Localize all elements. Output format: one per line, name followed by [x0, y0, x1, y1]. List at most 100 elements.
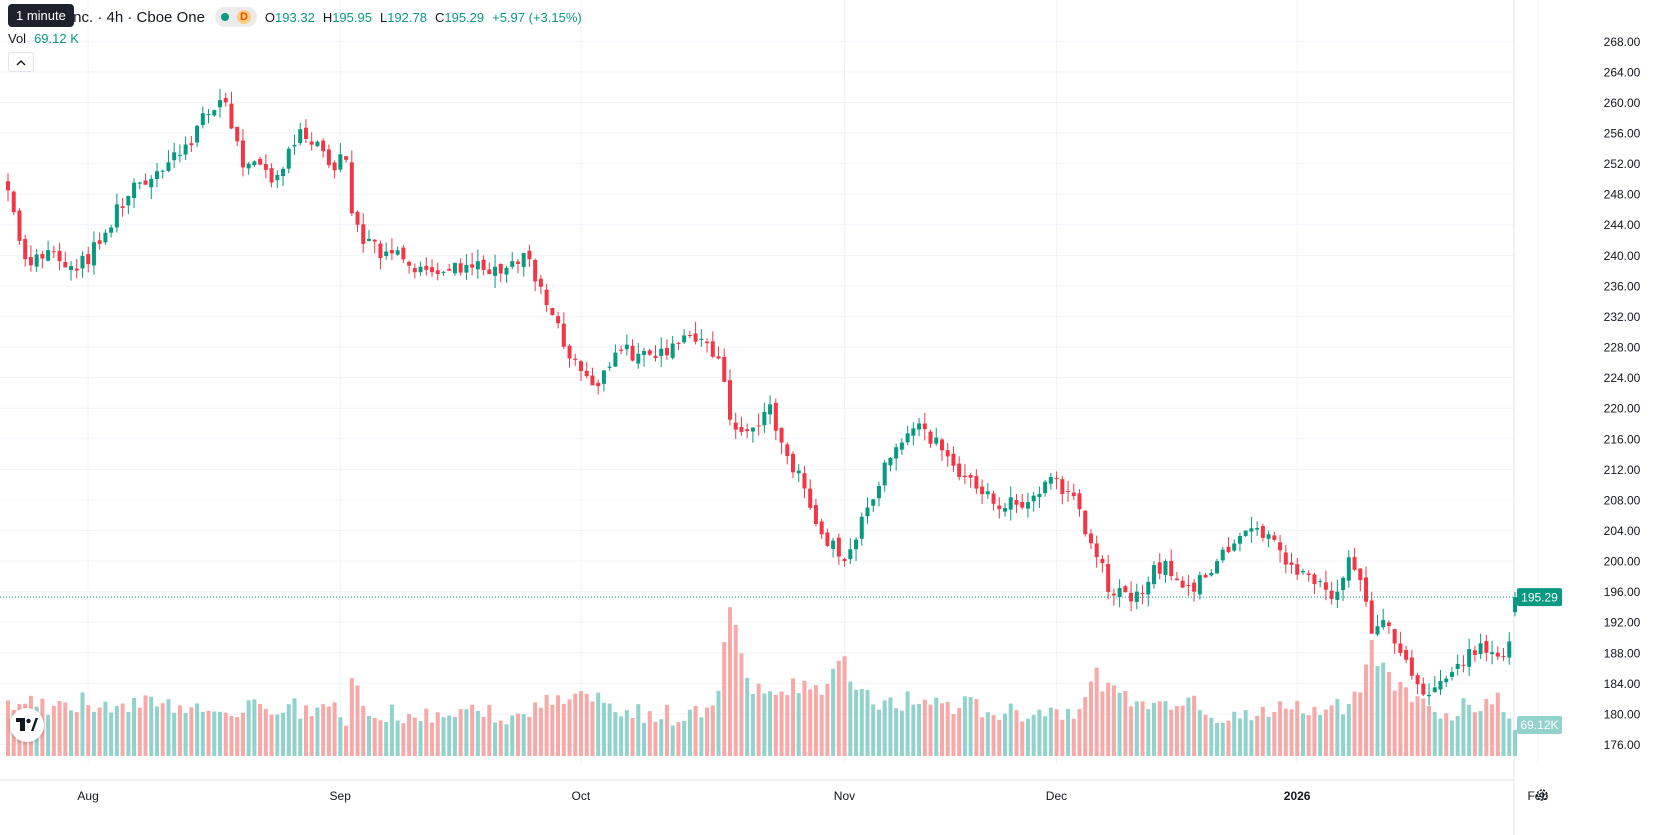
candle-body [86, 254, 91, 265]
candle-body [149, 178, 154, 188]
volume-bar [1341, 714, 1346, 756]
candle-body [1123, 586, 1128, 593]
candle-body [934, 437, 939, 444]
volume-bar [750, 694, 755, 756]
volume-bar [1192, 695, 1197, 756]
volume-bar [126, 711, 131, 756]
volume-bar [550, 704, 555, 756]
volume-bar [430, 722, 435, 756]
candle-body [859, 516, 864, 539]
time-tick-label: Nov [834, 789, 855, 803]
price-tick-label: 192.00 [1604, 616, 1641, 630]
volume-bar [424, 708, 429, 756]
candle-body [240, 140, 245, 168]
candle-body [258, 158, 263, 165]
ohlc-open-value: 193.32 [275, 9, 315, 25]
volume-bar [865, 689, 870, 756]
tradingview-logo[interactable] [10, 708, 44, 742]
candle-body [200, 113, 205, 125]
collapse-legend-button[interactable] [8, 52, 34, 72]
candle-body [1386, 622, 1391, 627]
volume-bar [1117, 692, 1122, 756]
candle-body [584, 370, 589, 377]
volume-bar [1289, 709, 1294, 756]
candle-body [1014, 500, 1019, 505]
volume-bar [836, 660, 841, 756]
candle-body [550, 307, 555, 316]
volume-bar [177, 705, 182, 756]
candle-body [126, 196, 131, 206]
candle-body [1249, 528, 1254, 532]
candle-body [676, 342, 681, 344]
volume-bar [218, 711, 223, 756]
volume-bar [1501, 712, 1506, 756]
volume-bar [917, 703, 922, 756]
candle-body [911, 428, 916, 436]
price-tick-label: 236.00 [1604, 279, 1641, 293]
volume-bar [395, 720, 400, 756]
candle-body [653, 355, 658, 359]
candle-body [338, 154, 343, 170]
volume-bar [154, 706, 159, 756]
candle-body [1369, 600, 1374, 634]
volume-bar [733, 624, 738, 756]
candle-body [97, 240, 102, 244]
volume-bar [928, 704, 933, 756]
price-tick-label: 180.00 [1604, 707, 1641, 721]
candle-body [1409, 657, 1414, 676]
volume-bar [326, 706, 331, 756]
time-tick-label: Sep [330, 789, 352, 803]
volume-bar [968, 697, 973, 756]
candle-body [928, 431, 933, 444]
candle-body [355, 211, 360, 225]
volume-bar [1295, 700, 1300, 756]
volume-bar [1278, 701, 1283, 756]
market-status[interactable]: D [214, 7, 257, 27]
volume-bar [1020, 721, 1025, 756]
volume-bar [538, 707, 543, 756]
candle-body [1192, 582, 1197, 592]
candle-body [487, 269, 492, 274]
volume-bar [303, 705, 308, 756]
volume-bar [1048, 707, 1053, 756]
candle-body [1180, 580, 1185, 588]
volume-bar [1318, 714, 1323, 756]
candle-body [601, 370, 606, 384]
gear-icon[interactable] [1534, 787, 1550, 807]
candle-body [808, 488, 813, 508]
candle-body [103, 232, 108, 243]
candle-body [1197, 575, 1202, 595]
candle-body [183, 144, 188, 155]
candle-body [361, 224, 366, 244]
candle-body [435, 270, 440, 275]
candle-body [23, 239, 28, 260]
candle-body [1003, 507, 1008, 512]
candle-body [796, 470, 801, 474]
market-badge: D [236, 10, 251, 24]
candle-body [1209, 572, 1214, 576]
volume-bar [315, 707, 320, 756]
candle-body [1152, 565, 1156, 585]
candle-body [515, 261, 520, 264]
volume-bar [808, 689, 813, 756]
candle-body [1404, 650, 1409, 660]
candle-body [51, 251, 56, 253]
volume-bar [372, 717, 377, 756]
volume-bar [298, 718, 303, 756]
candle-body [401, 247, 406, 260]
volume-bar [899, 710, 904, 756]
volume-label[interactable]: Vol [8, 31, 27, 46]
candle-body [281, 168, 286, 177]
candle-body [642, 351, 647, 355]
candle-body [223, 97, 228, 103]
ohlc-values: O193.32 H195.95 L192.78 C195.29 +5.97 (+… [265, 10, 582, 25]
candle-body [630, 345, 635, 361]
volume-bar [470, 704, 475, 756]
candle-body [372, 239, 377, 242]
volume-bar [263, 708, 268, 756]
volume-bar [69, 710, 74, 756]
volume-bar [624, 710, 629, 756]
candle-body [1300, 570, 1305, 573]
volume-bar [934, 697, 939, 756]
